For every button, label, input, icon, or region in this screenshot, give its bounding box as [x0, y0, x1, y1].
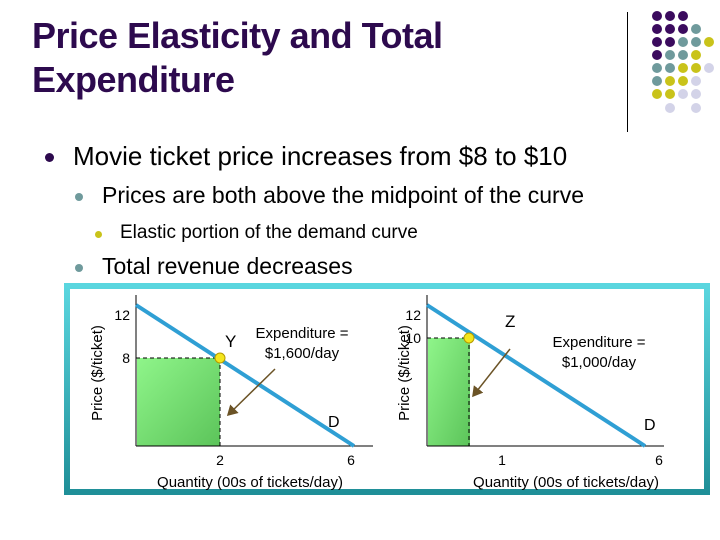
bullet-level-2: Prices are both above the midpoint of th… — [75, 182, 585, 209]
demand-curve-label: D — [644, 417, 656, 434]
dot-row-6 — [652, 76, 701, 86]
y-tick-10: 10 — [405, 330, 421, 346]
y-tick-12: 12 — [405, 307, 421, 323]
bullet-text: Total revenue decreases — [102, 253, 353, 279]
expenditure-annotation-line-2: $1,600/day — [265, 345, 340, 362]
title-divider — [627, 12, 628, 132]
bullet-level-3: Elastic portion of the demand curve — [95, 222, 418, 244]
dot-row-3 — [652, 37, 714, 47]
dot-row-8 — [665, 103, 701, 113]
expenditure-arrow — [472, 348, 511, 398]
dot-row-1 — [652, 11, 688, 21]
bullet-text: Movie ticket price increases from $8 to … — [73, 141, 568, 171]
expenditure-arrow — [226, 368, 276, 417]
x-tick-1: 1 — [498, 452, 506, 468]
dot-row-7 — [652, 89, 701, 99]
bullet-dot-icon — [45, 153, 54, 162]
bullet-text: Prices are both above the midpoint of th… — [102, 182, 585, 208]
decorative-dot-grid-icon — [652, 11, 714, 113]
y-tick-8: 8 — [122, 350, 130, 366]
expenditure-area — [137, 358, 220, 446]
expenditure-area — [428, 338, 470, 446]
x-axis-label: Quantity (00s of tickets/day) — [157, 474, 343, 491]
expenditure-annotation-line-1: Expenditure = — [256, 325, 349, 342]
x-tick-6: 6 — [347, 452, 355, 468]
dot-row-2 — [652, 24, 701, 34]
title-line-2: Expenditure — [32, 59, 235, 100]
bullet-dot-icon — [75, 264, 83, 272]
right-chart: Z 12 10 1 6 Quantity (00s of tickets/day… — [396, 295, 664, 491]
demand-curve — [134, 303, 356, 448]
title-line-1: Price Elasticity and Total — [32, 15, 443, 56]
point-z-label: Z — [505, 312, 515, 331]
bullet-level-1: Movie ticket price increases from $8 to … — [45, 141, 568, 172]
y-axis-label: Price ($/ticket) — [396, 325, 413, 421]
bullet-text: Elastic portion of the demand curve — [120, 222, 418, 243]
expenditure-annotation-line-1: Expenditure = — [553, 334, 646, 351]
demand-curve — [425, 303, 647, 448]
x-tick-6: 6 — [655, 452, 663, 468]
demand-curve-label: D — [328, 414, 340, 431]
bullet-dot-icon — [95, 231, 102, 238]
charts-frame: Y 12 8 2 6 Quantity (00s of tickets/day)… — [64, 283, 710, 495]
x-tick-2: 2 — [216, 452, 224, 468]
bullet-list: Movie ticket price increases from $8 to … — [45, 141, 585, 280]
point-y-label: Y — [225, 332, 236, 351]
y-tick-12: 12 — [114, 307, 130, 323]
point-y-marker — [214, 352, 226, 364]
point-z-marker — [463, 332, 475, 344]
y-axis-label: Price ($/ticket) — [89, 325, 106, 421]
left-chart: Y 12 8 2 6 Quantity (00s of tickets/day)… — [89, 295, 373, 491]
slide-title: Price Elasticity and Total Expenditure — [32, 14, 592, 102]
x-axis-label: Quantity (00s of tickets/day) — [473, 474, 659, 491]
expenditure-annotation-line-2: $1,000/day — [562, 354, 637, 371]
dot-row-5 — [652, 63, 714, 73]
bullet-level-2: Total revenue decreases — [75, 253, 353, 280]
bullet-dot-icon — [75, 193, 83, 201]
dot-row-4 — [652, 50, 701, 60]
